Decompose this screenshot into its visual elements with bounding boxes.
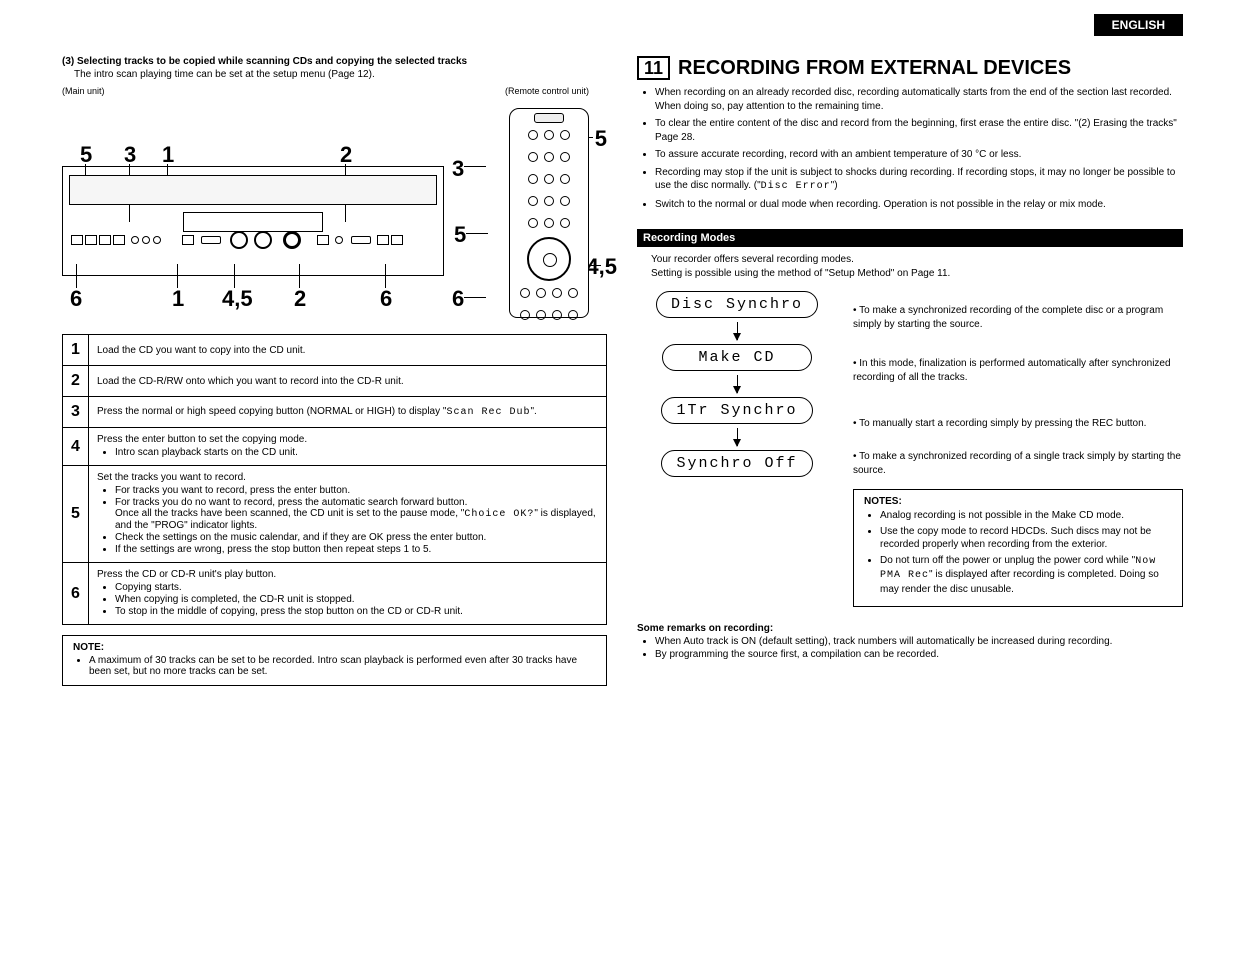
section-title: 11 RECORDING FROM EXTERNAL DEVICES (637, 56, 1183, 80)
step-number: 1 (63, 335, 89, 366)
mode-desc: In this mode, finalization is performed … (853, 357, 1183, 384)
remarks-title: Some remarks on recording: (637, 623, 1183, 634)
main-unit-box (62, 166, 444, 276)
notes-title: NOTES: (864, 496, 902, 507)
dia-num: 2 (340, 142, 352, 168)
top-bullet: To assure accurate recording, record wit… (655, 148, 1183, 162)
step-body: Press the CD or CD-R unit's play button.… (89, 563, 607, 625)
note-title: NOTE: (73, 642, 104, 653)
dia-num: 1 (162, 142, 174, 168)
step-number: 4 (63, 428, 89, 466)
step-body: Load the CD-R/RW onto which you want to … (89, 366, 607, 397)
modes-header: Recording Modes (637, 229, 1183, 247)
page: (3) Selecting tracks to be copied while … (0, 0, 1237, 686)
modes-list: Disc Synchro To make a synchronized recor… (637, 291, 1183, 477)
dia-num: 3 (124, 142, 136, 168)
notes-box: NOTES: Analog recording is not possible … (853, 489, 1183, 607)
left-column: (3) Selecting tracks to be copied while … (62, 56, 607, 686)
top-bullets: When recording on an already recorded di… (637, 86, 1183, 211)
top-bullet: Switch to the normal or dual mode when r… (655, 198, 1183, 212)
notes-item: Analog recording is not possible in the … (880, 509, 1172, 523)
language-tab: ENGLISH (1094, 14, 1183, 36)
dia-num: 3 (452, 156, 464, 182)
dia-num: 6 (452, 286, 464, 312)
step-body: Load the CD you want to copy into the CD… (89, 335, 607, 366)
step-body: Press the enter button to set the copyin… (89, 428, 607, 466)
mode-oval: Make CD (662, 344, 812, 371)
left-subtext: The intro scan playing time can be set a… (74, 69, 607, 80)
remarks-item: When Auto track is ON (default setting),… (655, 636, 1183, 647)
mode-oval: Synchro Off (661, 450, 812, 477)
top-bullet: Recording may stop if the unit is subjec… (655, 166, 1183, 194)
section-title-text: RECORDING FROM EXTERNAL DEVICES (678, 57, 1071, 80)
dia-num: 5 (595, 126, 607, 152)
notes-item: Use the copy mode to record HDCDs. Such … (880, 525, 1172, 552)
dia-num: 5 (80, 142, 92, 168)
top-bullet: When recording on an already recorded di… (655, 86, 1183, 113)
dia-num: 4,5 (222, 286, 253, 312)
right-column: 11 RECORDING FROM EXTERNAL DEVICES When … (637, 56, 1183, 686)
step-number: 6 (63, 563, 89, 625)
remarks-item: By programming the source first, a compi… (655, 649, 1183, 660)
step-body: Press the normal or high speed copying b… (89, 397, 607, 428)
step-number: 2 (63, 366, 89, 397)
dia-num: 2 (294, 286, 306, 312)
mode-row: Synchro Off To make a synchronized record… (637, 450, 1183, 477)
mode-row: Make CD In this mode, finalization is per… (637, 344, 1183, 397)
left-heading: (3) Selecting tracks to be copied while … (62, 56, 607, 67)
notes-item: Do not turn off the power or unplug the … (880, 554, 1172, 597)
steps-table: 1Load the CD you want to copy into the C… (62, 334, 607, 625)
modes-intro: Your recorder offers several recording m… (651, 253, 1183, 281)
mode-oval: Disc Synchro (656, 291, 818, 318)
mode-desc: To make a synchronized recording of a si… (853, 450, 1183, 477)
arrow-down-icon (737, 375, 738, 393)
dia-num: 4,5 (586, 254, 617, 280)
mode-row: 1Tr Synchro To manually start a recording… (637, 397, 1183, 450)
dia-num: 6 (380, 286, 392, 312)
remote-box (509, 108, 589, 318)
remarks-list: When Auto track is ON (default setting),… (637, 636, 1183, 660)
remote-label: (Remote control unit) (505, 86, 589, 96)
note-box: NOTE: A maximum of 30 tracks can be set … (62, 635, 607, 686)
mode-desc: To make a synchronized recording of the … (853, 304, 1183, 331)
dia-num: 6 (70, 286, 82, 312)
section-number: 11 (637, 56, 670, 80)
arrow-down-icon (737, 428, 738, 446)
step-body: Set the tracks you want to record.For tr… (89, 466, 607, 563)
dia-num: 1 (172, 286, 184, 312)
diagram: (Main unit) (Remote control unit) 5 3 1 … (62, 86, 607, 326)
dia-num: 5 (454, 222, 466, 248)
step-number: 3 (63, 397, 89, 428)
mode-row: Disc Synchro To make a synchronized recor… (637, 291, 1183, 344)
main-unit-label: (Main unit) (62, 86, 105, 96)
mode-desc: To manually start a recording simply by … (853, 417, 1183, 431)
note-body: A maximum of 30 tracks can be set to be … (89, 655, 596, 677)
top-bullet: To clear the entire content of the disc … (655, 117, 1183, 144)
mode-oval: 1Tr Synchro (661, 397, 812, 424)
arrow-down-icon (737, 322, 738, 340)
step-number: 5 (63, 466, 89, 563)
